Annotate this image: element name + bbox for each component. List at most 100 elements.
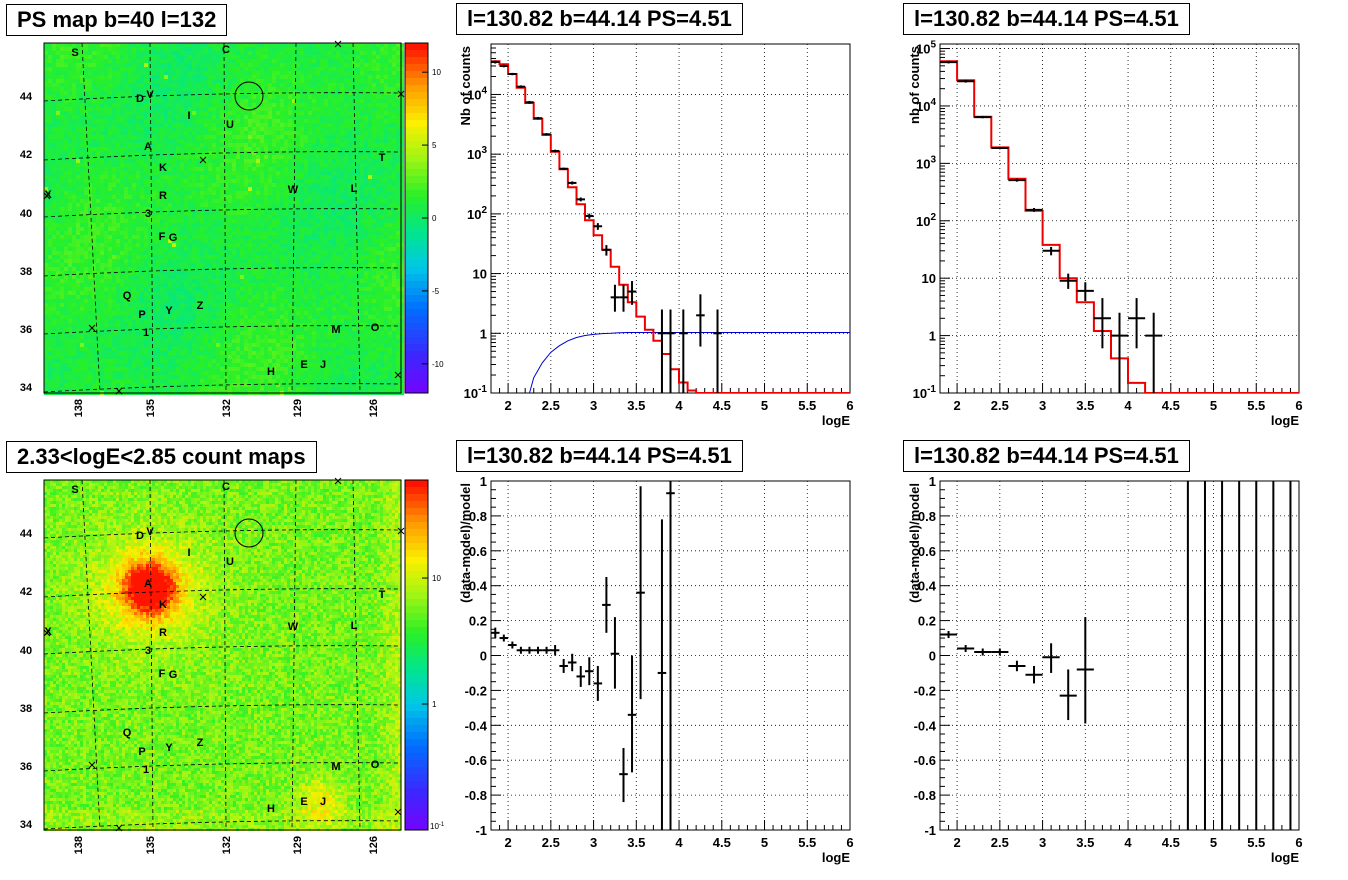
data-point xyxy=(585,657,594,685)
data-point xyxy=(1043,643,1060,673)
source-label: Y xyxy=(165,742,173,754)
colorbar xyxy=(405,480,428,831)
source-label: F xyxy=(159,668,166,680)
y-tick-label: -0.6 xyxy=(465,753,487,768)
source-label: Q xyxy=(123,727,132,739)
data-point xyxy=(713,310,722,393)
data-point xyxy=(1077,617,1094,723)
source-label: J xyxy=(320,359,326,371)
data-point xyxy=(525,647,534,654)
data-point xyxy=(517,647,526,654)
y-axis-label: (data-model)/model xyxy=(907,483,922,603)
y-tick-label: 1 xyxy=(480,474,487,489)
spectrum-title-1: l=130.82 b=44.14 PS=4.51 xyxy=(456,3,743,35)
source-label: I xyxy=(187,547,190,559)
source-label: D xyxy=(136,530,144,542)
y-axis-label: Nb of counts xyxy=(458,46,473,125)
x-tick-label: 6 xyxy=(846,398,853,413)
data-point xyxy=(568,654,577,671)
x-tick-label: 4.5 xyxy=(713,398,731,413)
x-tick-label: 6 xyxy=(846,835,853,850)
x-axis-label: logE xyxy=(1271,850,1299,865)
data-point xyxy=(534,117,543,120)
data-point xyxy=(594,223,603,230)
data-point xyxy=(1008,179,1025,182)
y-axis-label: nb of counts xyxy=(907,46,922,124)
data-point xyxy=(1077,282,1094,301)
data-point xyxy=(666,310,675,393)
y-tick-label: -1 xyxy=(924,823,936,838)
data-point xyxy=(559,168,568,170)
colorbar-tick-label: -10 xyxy=(432,360,444,369)
plot-frame xyxy=(940,481,1299,830)
x-tick-label: 2.5 xyxy=(991,398,1009,413)
map-x-tick-label: 135 xyxy=(145,836,157,854)
source-label: A xyxy=(144,578,152,590)
map-y-tick-label: 40 xyxy=(20,645,32,657)
map-y-tick-label: 36 xyxy=(20,324,32,336)
map-x-tick-label: 138 xyxy=(73,836,85,854)
source-label: Q xyxy=(123,290,132,302)
source-label: W xyxy=(288,621,299,633)
data-point xyxy=(1060,274,1077,289)
data-point xyxy=(679,310,688,393)
map-x-tick-label: 129 xyxy=(292,836,304,854)
colorbar-tick-label: 10 xyxy=(432,574,441,583)
y-tick-label: 103 xyxy=(467,145,487,162)
data-point xyxy=(940,61,957,64)
source-label: O xyxy=(371,759,380,771)
data-point xyxy=(517,85,526,88)
y-tick-label: 0.2 xyxy=(469,614,487,629)
map-y-tick-label: 44 xyxy=(20,91,33,103)
x-tick-label: 2 xyxy=(953,835,960,850)
source-label: V xyxy=(146,526,154,538)
x-axis-label: logE xyxy=(1271,413,1299,428)
map-y-tick-label: 44 xyxy=(20,528,33,540)
data-point xyxy=(1025,666,1042,683)
source-label: C xyxy=(222,481,230,493)
data-point xyxy=(568,181,577,184)
source-label: M xyxy=(331,324,340,336)
data-point xyxy=(500,635,509,642)
source-label: R xyxy=(159,190,167,202)
data-point xyxy=(551,645,560,655)
data-point xyxy=(940,631,957,638)
source-label: U xyxy=(226,556,234,568)
data-point xyxy=(628,281,637,305)
source-label: H xyxy=(267,366,275,378)
y-tick-label: -0.4 xyxy=(465,718,488,733)
source-label: R xyxy=(159,627,167,639)
y-tick-label: 0 xyxy=(929,649,936,664)
source-label: K xyxy=(159,162,167,174)
map-x-tick-label: 126 xyxy=(368,836,380,854)
x-tick-label: 5 xyxy=(1210,835,1217,850)
x-tick-label: 4 xyxy=(675,398,683,413)
data-point xyxy=(500,65,509,68)
spectrum-title-2: l=130.82 b=44.14 PS=4.51 xyxy=(903,3,1190,35)
source-label: H xyxy=(267,803,275,815)
data-point xyxy=(576,666,585,687)
x-tick-label: 3.5 xyxy=(1076,398,1094,413)
data-point xyxy=(658,310,667,393)
source-label: T xyxy=(379,589,386,601)
source-label: Z xyxy=(197,737,204,749)
map-y-tick-label: 38 xyxy=(20,266,32,278)
data-point xyxy=(658,519,667,830)
data-layer xyxy=(940,61,1299,393)
map-x-tick-label: 129 xyxy=(292,399,304,417)
data-point xyxy=(508,73,517,75)
x-tick-label: 4 xyxy=(1124,398,1132,413)
data-point xyxy=(491,61,500,64)
y-tick-label: -0.8 xyxy=(914,788,936,803)
source-label: I xyxy=(187,110,190,122)
source-label: 3 xyxy=(145,645,151,657)
source-label: D xyxy=(136,93,144,105)
source-label: S xyxy=(71,484,78,496)
grid xyxy=(940,481,1299,830)
y-tick-label: -0.4 xyxy=(914,718,937,733)
data-point xyxy=(585,214,594,219)
